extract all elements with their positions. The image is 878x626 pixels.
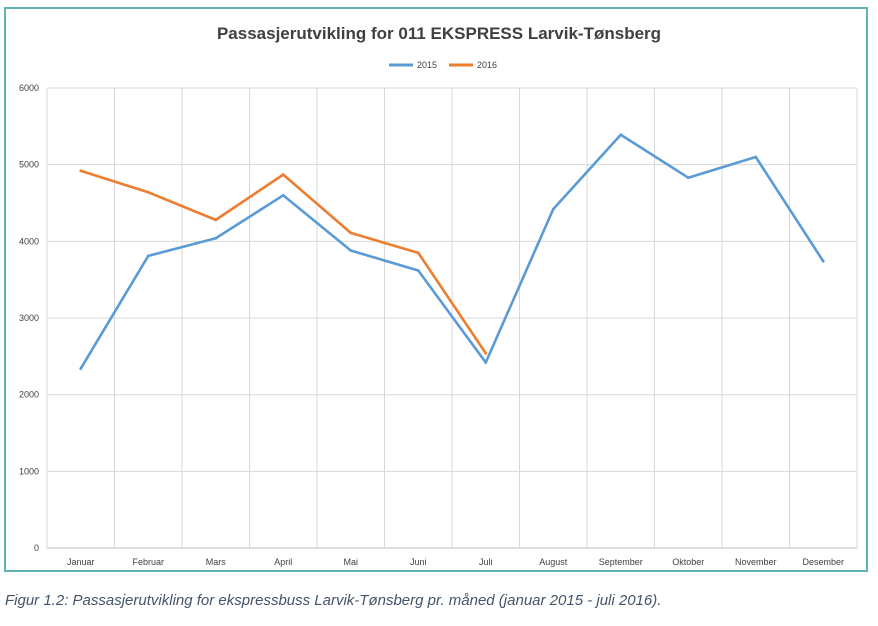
x-tick-label: Juni [410, 557, 427, 567]
data-point-2015 [619, 133, 623, 137]
data-point-2016 [416, 251, 420, 255]
series-layer [79, 133, 825, 370]
series-line-2015 [79, 133, 825, 370]
y-tick-label: 0 [34, 543, 39, 553]
x-tick-label: November [735, 557, 777, 567]
line-chart: Passasjerutvikling for 011 EKSPRESS Larv… [19, 24, 858, 567]
data-point-2015 [146, 254, 150, 258]
data-point-2016 [146, 190, 150, 194]
x-tick-label: Juli [479, 557, 493, 567]
data-point-2016 [214, 218, 218, 222]
data-point-2015 [349, 249, 353, 252]
x-tick-label: April [274, 557, 292, 567]
x-tick-label: Oktober [672, 557, 704, 567]
legend-label-2016: 2016 [477, 60, 497, 70]
y-tick-label: 3000 [19, 313, 39, 323]
x-tick-label: September [599, 557, 643, 567]
y-tick-label: 4000 [19, 236, 39, 246]
data-point-2016 [349, 231, 353, 235]
data-point-2015 [821, 259, 825, 263]
y-tick-label: 1000 [19, 466, 39, 476]
chart-title: Passasjerutvikling for 011 EKSPRESS Larv… [217, 24, 661, 43]
y-axis: 0 1000 2000 3000 4000 5000 6000 [19, 83, 39, 553]
figure-caption: Figur 1.2: Passasjerutvikling for ekspre… [5, 592, 662, 609]
x-tick-label: Desember [802, 557, 844, 567]
y-tick-label: 6000 [19, 83, 39, 93]
data-point-2015 [416, 269, 420, 272]
x-tick-label: Mai [343, 557, 358, 567]
x-tick-label: August [539, 557, 568, 567]
data-point-2016 [79, 169, 83, 173]
x-tick-label: Februar [132, 557, 164, 567]
data-point-2015 [686, 176, 690, 180]
legend-label-2015: 2015 [417, 60, 437, 70]
data-point-2015 [79, 367, 83, 370]
y-tick-label: 2000 [19, 390, 39, 400]
chart-frame: Passasjerutvikling for 011 EKSPRESS Larv… [4, 7, 868, 572]
y-tick-label: 5000 [19, 160, 39, 170]
data-point-2015 [484, 361, 488, 364]
data-point-2015 [754, 155, 758, 159]
data-point-2015 [214, 236, 218, 240]
x-axis: Januar Februar Mars April Mai Juni Juli August S… [67, 557, 844, 567]
data-point-2016 [484, 351, 488, 355]
x-tick-label: Mars [206, 557, 226, 567]
series-line-2016 [79, 169, 488, 355]
legend: 2015 2016 [389, 60, 497, 70]
data-point-2016 [281, 173, 285, 177]
x-tick-label: Januar [67, 557, 95, 567]
data-point-2015 [551, 207, 555, 211]
data-point-2015 [281, 193, 285, 197]
